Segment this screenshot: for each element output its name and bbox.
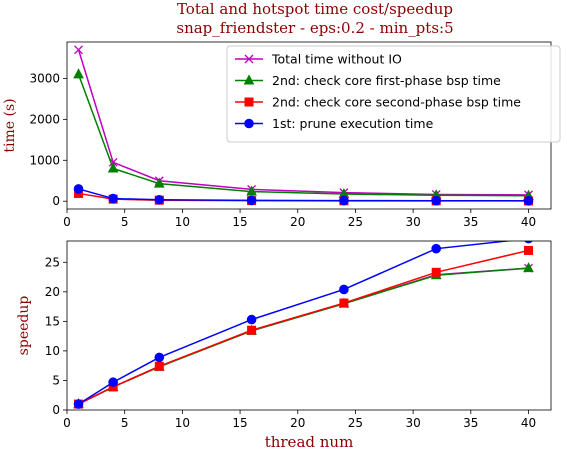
series-line (74, 263, 533, 409)
x-axis-label: thread num (265, 433, 354, 451)
legend-item: 2nd: check core first-phase bsp time (235, 73, 501, 88)
data-point (154, 352, 165, 363)
x-tick-label: 10 (175, 416, 190, 430)
legend-label: 2nd: check core first-phase bsp time (272, 73, 501, 88)
data-point (431, 243, 442, 254)
data-point (247, 325, 257, 335)
y-tick-label: 5 (52, 373, 60, 387)
data-point (244, 54, 254, 64)
data-point (154, 361, 164, 371)
x-tick-label: 25 (348, 215, 363, 229)
y-axis-label: speedup (16, 296, 32, 356)
x-tick-label: 40 (521, 215, 536, 229)
y-tick-label: 0 (52, 194, 60, 208)
data-point (524, 245, 534, 255)
legend-item: 1st: prune execution time (235, 116, 434, 131)
y-tick-label: 15 (45, 314, 60, 328)
data-point (73, 68, 84, 79)
x-tick-label: 10 (175, 215, 190, 229)
legend-label: Total time without IO (271, 52, 402, 67)
legend-label: 2nd: check core second-phase bsp time (272, 95, 521, 110)
x-tick-label: 0 (63, 215, 71, 229)
series-line (74, 245, 534, 409)
data-point (243, 74, 255, 85)
time-plot: 0 5 10 15 20 25 30 35 40 0 1000 2000 3000 time (s) Tot… (2, 41, 561, 229)
data-point (246, 314, 257, 325)
x-tick-label: 5 (121, 416, 129, 430)
data-point (108, 193, 118, 204)
legend-label: 1st: prune execution time (272, 116, 434, 131)
series-line (73, 262, 534, 409)
data-point (244, 118, 254, 129)
x-tick-label: 30 (405, 215, 420, 229)
data-point (431, 195, 442, 206)
series-line (73, 68, 534, 200)
data-point (339, 298, 349, 308)
speedup-plot: 0 5 10 15 20 25 30 35 40 0 5 10 15 20 25 speedup thread … (16, 240, 552, 451)
chart-title-line: Total and hotspot time cost/speedup (177, 0, 453, 18)
data-point (244, 97, 254, 107)
legend-item: Total time without IO (235, 52, 402, 67)
y-tick-label: 3000 (29, 71, 60, 85)
x-tick-label: 35 (463, 215, 478, 229)
y-tick-label: 2000 (29, 112, 60, 126)
data-point (153, 177, 165, 188)
data-point (108, 377, 118, 388)
data-point (431, 267, 441, 277)
data-point (73, 399, 84, 409)
y-axis-label: time (s) (2, 98, 18, 152)
data-point (246, 195, 257, 206)
y-tick-label: 20 (45, 285, 60, 299)
x-tick-label: 15 (232, 215, 247, 229)
y-tick-label: 1000 (29, 153, 60, 167)
series-layer (73, 45, 534, 206)
x-tick-label: 5 (121, 215, 129, 229)
x-tick-label: 15 (232, 416, 247, 430)
series-line (73, 184, 534, 206)
plot-frame (66, 240, 552, 411)
x-tick-label: 25 (348, 416, 363, 430)
data-point (107, 162, 119, 173)
data-point (523, 262, 534, 273)
data-point (524, 241, 533, 244)
chart-title: Total and hotspot time cost/speedupsnap_… (176, 0, 453, 37)
x-tick-label: 40 (521, 416, 536, 430)
x-tick-label: 30 (405, 416, 420, 430)
series-line (73, 241, 533, 409)
chart-title-line: snap_friendster - eps:0.2 - min_pts:5 (176, 19, 453, 37)
data-point (73, 184, 84, 194)
y-tick-label: 10 (45, 344, 60, 358)
legend: Total time without IO 2nd: check core fir… (226, 45, 561, 143)
x-tick-label: 35 (463, 416, 478, 430)
data-point (339, 195, 349, 206)
legend-item: 2nd: check core second-phase bsp time (235, 95, 521, 110)
y-tick-label: 25 (45, 255, 60, 269)
series-layer (73, 241, 534, 409)
x-tick-label: 20 (290, 416, 305, 430)
data-point (154, 194, 165, 205)
x-tick-label: 20 (290, 215, 305, 229)
x-tick-label: 0 (63, 416, 71, 430)
y-tick-label: 0 (52, 403, 60, 417)
data-point (523, 196, 534, 206)
data-point (74, 45, 83, 55)
data-point (339, 284, 349, 295)
data-point (246, 185, 257, 196)
